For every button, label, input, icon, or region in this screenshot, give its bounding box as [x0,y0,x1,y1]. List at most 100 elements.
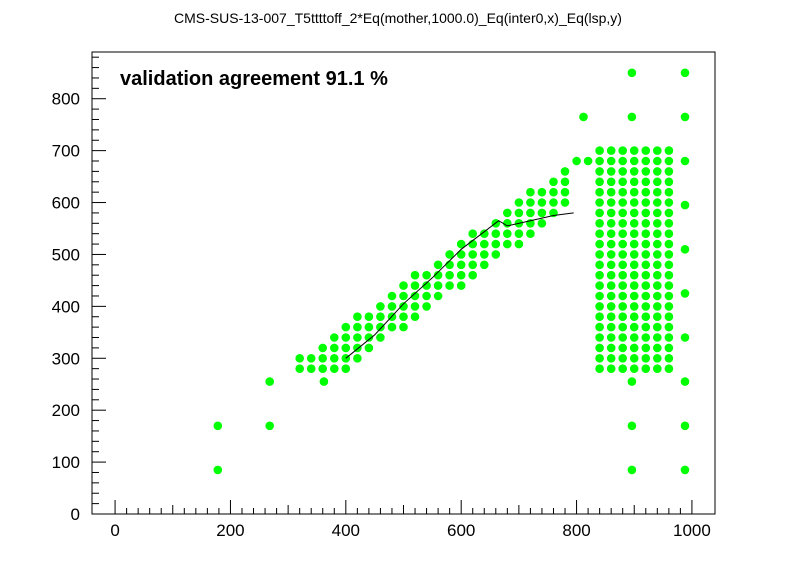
data-point [641,333,651,342]
y-tick-label: 0 [71,505,80,524]
data-point [503,208,512,218]
data-point [526,208,535,218]
data-point [595,187,604,197]
data-point [595,260,604,270]
data-point [664,187,674,197]
data-point [468,260,478,270]
data-point [618,270,627,280]
data-point [456,250,466,259]
data-point [549,198,558,207]
data-point [618,343,627,353]
data-point [595,291,604,301]
data-point [641,198,651,207]
data-point [618,187,627,197]
data-point [526,187,535,197]
data-point [664,343,674,353]
data-point [341,333,351,342]
data-point [399,302,408,311]
data-point [629,187,639,197]
data-point [653,333,662,342]
data-point [629,146,639,155]
data-point [606,146,616,155]
data-point [433,270,443,280]
data-point [641,239,651,249]
data-point [653,208,662,218]
data-point [653,229,662,238]
data-point [653,281,662,290]
data-point [627,112,637,122]
data-point [629,260,639,270]
data-point [629,208,639,218]
data-point [664,156,674,166]
data-point [664,354,674,363]
data-point [422,281,431,290]
data-point [629,364,639,374]
data-point [387,291,397,301]
data-point [653,322,662,332]
data-point [595,250,604,259]
data-point [629,219,639,228]
data-point [653,146,662,155]
data-point [641,343,651,353]
data-point [295,354,305,363]
data-point [456,239,466,249]
data-point [595,219,604,228]
data-point [399,322,408,332]
data-point [606,364,616,374]
data-point [480,250,489,259]
data-point [468,270,478,280]
data-point [595,208,604,218]
data-point [606,343,616,353]
data-point [376,322,385,332]
data-point [618,146,627,155]
data-point [606,187,616,197]
data-point [629,177,639,187]
data-point [595,312,604,322]
data-point [680,289,690,298]
x-tick-label: 1000 [673,521,711,540]
data-point [629,291,639,301]
data-point [306,354,316,363]
data-point [641,322,651,332]
data-point [653,250,662,259]
data-point [627,465,637,475]
data-point [680,333,690,342]
data-point [606,354,616,363]
data-point [618,333,627,342]
data-point [410,302,420,311]
y-tick-label: 300 [52,349,80,368]
data-point [572,156,581,166]
data-point [641,146,651,155]
data-point [410,281,420,290]
data-point [618,281,627,290]
data-point [445,270,454,280]
data-point [410,291,420,301]
data-point [537,219,547,228]
data-point [618,291,627,301]
data-point [653,291,662,301]
data-point [629,312,639,322]
data-point [549,187,558,197]
data-point [641,312,651,322]
data-point [526,198,535,207]
data-point [664,322,674,332]
data-point [514,239,524,249]
data-point [514,208,524,218]
data-point [629,198,639,207]
data-point [318,364,328,374]
data-point [653,270,662,280]
data-point [306,364,316,374]
data-point [641,281,651,290]
data-point [664,146,674,155]
data-point [549,177,558,187]
data-point [618,312,627,322]
data-point [595,354,604,363]
data-point [641,260,651,270]
y-tick-label: 500 [52,245,80,264]
data-point [353,333,362,342]
data-point [618,229,627,238]
data-point [376,312,385,322]
axis-ticks: 0 200 400 600 800 1000 0 100 200 300 400 500 600 700 8… [52,56,711,540]
data-point [376,333,385,342]
